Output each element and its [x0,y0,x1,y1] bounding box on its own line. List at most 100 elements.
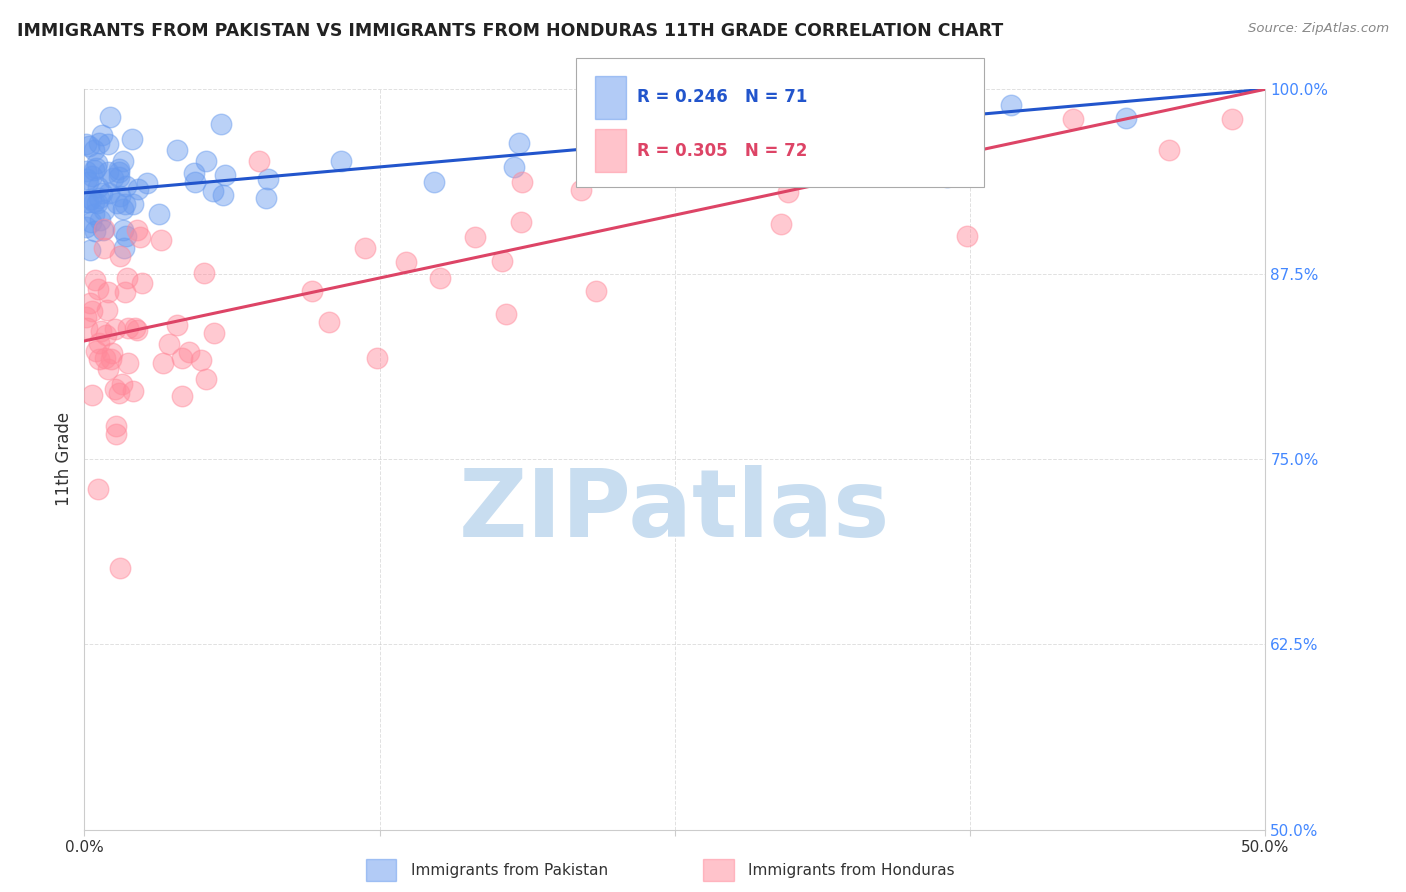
Point [89,352,111,367]
Point [76,320,98,334]
Point [75,219,97,234]
Point [330,154,353,169]
Point [90,186,112,201]
Point [429,270,451,285]
Point [111,377,134,392]
Text: IMMIGRANTS FROM PAKISTAN VS IMMIGRANTS FROM HONDURAS 11TH GRADE CORRELATION CHAR: IMMIGRANTS FROM PAKISTAN VS IMMIGRANTS F… [17,22,1002,40]
Point [193,266,215,280]
Point [177,345,200,359]
Point [93,202,115,217]
Point [754,101,776,115]
Point [394,254,416,268]
Point [76,172,98,186]
Point [114,285,136,300]
Point [112,202,135,216]
Point [82,304,104,318]
Point [108,249,131,263]
Point [166,144,188,158]
Point [75,194,97,209]
Point [157,337,180,351]
Point [423,175,446,189]
Point [91,128,114,143]
Point [152,356,174,370]
Point [87,483,110,497]
Point [125,323,148,337]
Point [75,136,97,151]
Point [121,132,143,146]
Point [104,322,127,336]
Point [508,136,530,150]
Point [503,160,526,174]
Point [82,169,104,184]
Point [256,172,278,186]
Point [75,310,97,324]
Point [135,176,157,190]
Point [87,282,110,296]
Point [83,143,105,157]
Point [495,307,517,321]
Point [491,253,513,268]
Point [699,99,721,113]
Point [172,389,194,403]
Point [569,183,592,197]
Point [928,151,950,165]
Point [112,241,135,255]
Point [97,362,120,376]
Point [114,178,136,193]
Text: R = 0.305   N = 72: R = 0.305 N = 72 [637,142,807,160]
Text: ZIPatlas: ZIPatlas [460,466,890,558]
Point [1115,112,1137,126]
Point [80,215,103,229]
Point [115,229,138,244]
Point [124,320,146,334]
Point [84,344,107,359]
Point [104,382,127,396]
Text: Immigrants from Pakistan: Immigrants from Pakistan [411,863,607,878]
Point [510,215,533,229]
Point [107,161,129,176]
Point [318,315,340,329]
Point [1000,97,1022,112]
Point [254,191,277,205]
Point [93,241,115,255]
Point [190,353,212,368]
Point [128,229,150,244]
Point [112,222,135,236]
Point [105,418,128,433]
Point [212,187,235,202]
Point [703,114,725,128]
Point [183,166,205,180]
Point [83,207,105,221]
Point [105,195,128,210]
Point [117,321,139,335]
Point [104,426,127,441]
Point [194,372,217,386]
Point [112,154,135,169]
Point [86,195,108,210]
Point [166,318,188,332]
Text: R = 0.246   N = 71: R = 0.246 N = 71 [637,88,807,106]
Point [931,112,953,126]
Point [89,212,111,227]
Point [97,136,120,151]
Point [84,161,107,175]
Point [770,218,793,232]
Point [98,110,121,124]
Point [79,295,101,310]
Point [101,171,124,186]
Point [955,228,977,243]
Text: Source: ZipAtlas.com: Source: ZipAtlas.com [1249,22,1389,36]
Point [209,117,232,131]
Point [98,186,121,201]
Point [108,170,131,185]
Point [464,230,486,244]
Point [79,244,101,258]
Point [84,273,107,287]
Point [93,351,115,366]
Point [101,345,124,359]
Point [214,168,236,182]
Point [122,384,145,398]
Point [87,336,110,351]
Text: Immigrants from Honduras: Immigrants from Honduras [748,863,955,878]
Point [79,192,101,206]
